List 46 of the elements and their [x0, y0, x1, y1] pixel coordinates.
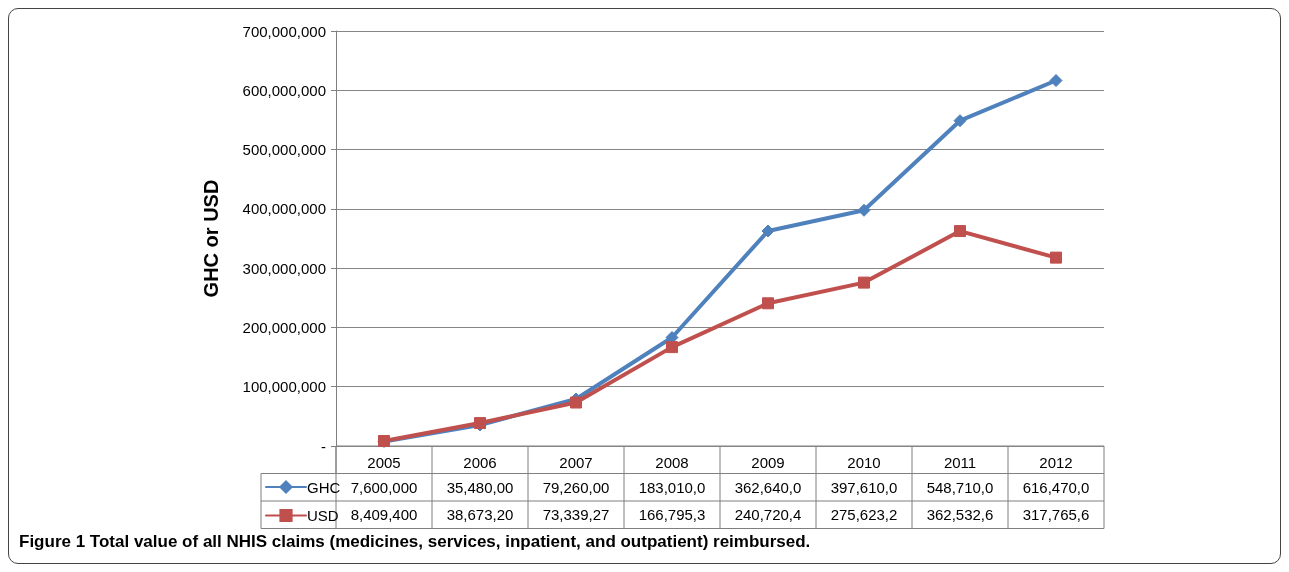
point [570, 396, 582, 409]
data-label: 73,339,27 [542, 506, 610, 524]
data-label: 38,673,20 [446, 506, 514, 524]
point [858, 276, 870, 289]
x-tick-label: 2005 [367, 454, 401, 471]
data-label: 362,532,6 [926, 506, 994, 524]
x-tick-label: 2008 [655, 454, 689, 471]
data-label: 35,480,00 [446, 478, 514, 496]
data-label: 79,260,00 [542, 478, 610, 496]
y-tick-label: 400,000,000 [242, 200, 326, 218]
point [1049, 74, 1063, 88]
point [666, 341, 678, 354]
y-tick-label: - [321, 437, 326, 455]
point [762, 297, 774, 310]
data-label: 240,720,4 [734, 506, 802, 524]
y-tick-label: 600,000,000 [242, 81, 326, 99]
data-label: 616,470,0 [1022, 478, 1090, 496]
caption: Figure 1 Total value of all NHIS claims (medicines, services, inpatient, and outpatient) reimbursed. [19, 532, 811, 552]
data-label: 7,600,000 [350, 478, 418, 496]
data-label: 8,409,400 [350, 506, 418, 524]
y-tick-label: 500,000,000 [242, 141, 326, 159]
data-label: 362,640,0 [734, 478, 802, 496]
data-label: 317,765,6 [1022, 506, 1090, 524]
point [954, 225, 966, 238]
legend-label: USD [307, 507, 339, 524]
data-label: 166,795,3 [638, 506, 706, 524]
x-tick-label: 2007 [559, 454, 593, 471]
y-tick-label: 700,000,000 [242, 22, 326, 40]
point [953, 114, 967, 128]
y-axis-title: GHC or USD [200, 179, 222, 298]
data-label: 183,010,0 [638, 478, 706, 496]
point [1050, 251, 1062, 264]
y-tick-label: 300,000,000 [242, 259, 326, 277]
data-label: 397,610,0 [830, 478, 898, 496]
y-tick-label: 200,000,000 [242, 318, 326, 336]
data-label: 548,710,0 [926, 478, 994, 496]
x-tick-label: 2011 [943, 454, 977, 471]
point [761, 224, 775, 238]
y-tick-label: 100,000,000 [242, 378, 326, 396]
x-tick-label: 2012 [1039, 454, 1073, 471]
data-label: 275,623,2 [830, 506, 898, 524]
x-tick-label: 2006 [463, 454, 497, 471]
x-tick-label: 2009 [751, 454, 785, 471]
legend-label: GHC [307, 478, 341, 496]
x-tick-label: 2010 [847, 454, 881, 471]
point [857, 203, 871, 217]
